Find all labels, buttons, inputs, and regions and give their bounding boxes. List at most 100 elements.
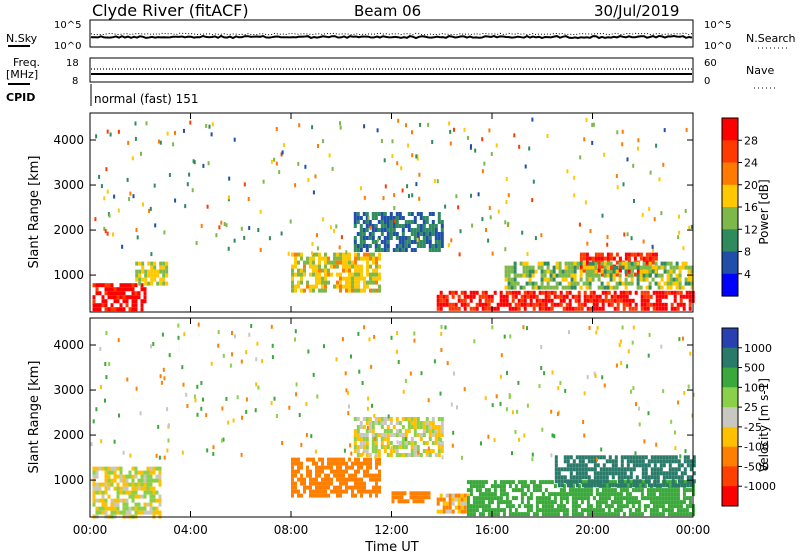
echo-cell-4 xyxy=(541,480,545,485)
echo-cell-4 xyxy=(616,500,620,505)
echo-scatter xyxy=(245,409,248,414)
power-echo-data xyxy=(92,117,695,312)
echo-cell-0 xyxy=(101,510,105,515)
echo-cell-0 xyxy=(113,466,117,471)
echo-cell-3 xyxy=(457,505,461,510)
echo-cell-5 xyxy=(632,467,636,472)
echo-cell-5 xyxy=(587,479,591,484)
echo-cell-6 xyxy=(359,240,363,244)
echo-cell-2 xyxy=(571,294,575,299)
echo-cell-1 xyxy=(366,489,369,494)
echo-cell-1 xyxy=(357,469,360,474)
echo-cell-6 xyxy=(377,244,381,248)
echo-cell-6 xyxy=(362,212,366,216)
echo-cell-4 xyxy=(567,261,571,266)
echo-scatter xyxy=(631,340,634,345)
echo-scatter xyxy=(485,228,487,232)
echo-cell-0 xyxy=(95,291,99,296)
echo-cell-4 xyxy=(627,273,631,278)
echo-scatter xyxy=(648,332,651,337)
echo-cell-6 xyxy=(356,445,360,449)
echo-cell-4 xyxy=(678,265,682,270)
echo-cell-4 xyxy=(553,500,557,505)
echo-cell-6 xyxy=(434,224,438,228)
echo-cell-2 xyxy=(553,290,557,295)
echo-cell-4 xyxy=(679,508,683,513)
echo-cell-4 xyxy=(547,492,551,497)
echo-cell-5 xyxy=(342,256,345,261)
echo-cell-5 xyxy=(327,256,330,261)
echo-cell-4 xyxy=(565,508,569,513)
echo-cell-1 xyxy=(318,485,321,490)
echo-cell-2 xyxy=(415,495,419,500)
echo-scatter xyxy=(98,174,101,179)
echo-cell-4 xyxy=(684,265,688,270)
echo-cell-0 xyxy=(116,498,120,503)
echo-cell-6 xyxy=(386,248,390,252)
echo-cell-4 xyxy=(606,261,610,266)
echo-cell-4 xyxy=(666,261,670,266)
echo-cell-5 xyxy=(614,455,618,460)
echo-cell-0 xyxy=(92,295,96,300)
echo-cell-4 xyxy=(612,285,616,290)
echo-cell-4 xyxy=(595,512,599,517)
echo-cell-5 xyxy=(668,475,672,480)
echo-cell-4 xyxy=(475,500,479,505)
echo-cell-1 xyxy=(294,469,297,474)
echo-scatter xyxy=(188,172,191,177)
echo-cell-1 xyxy=(315,461,318,466)
echo-cell-4 xyxy=(525,269,529,274)
echo-cell-6 xyxy=(410,417,414,421)
echo-scatter xyxy=(493,438,496,443)
echo-cell-0 xyxy=(104,474,108,479)
echo-cell-0 xyxy=(140,287,144,292)
ytick-label: 4000 xyxy=(53,133,84,147)
echo-cell-5 xyxy=(291,252,294,257)
echo-cell-2 xyxy=(484,290,488,295)
echo-cell-4 xyxy=(610,512,614,517)
echo-cell-6 xyxy=(413,248,417,252)
echo-scatter xyxy=(335,224,338,229)
echo-cell-0 xyxy=(134,506,138,511)
echo-cell-2 xyxy=(505,290,509,295)
echo-cell-1 xyxy=(306,465,309,470)
echo-cell-4 xyxy=(558,281,562,286)
echo-scatter xyxy=(621,325,624,330)
echo-cell-1 xyxy=(375,473,378,478)
echo-cell-3 xyxy=(439,493,443,498)
echo-scatter xyxy=(601,213,604,218)
echo-cell-6 xyxy=(440,417,444,421)
echo-cell-2 xyxy=(595,298,599,303)
echo-scatter xyxy=(427,398,430,403)
echo-cell-6 xyxy=(398,421,402,425)
echo-scatter xyxy=(638,422,641,427)
colorbar-tick-label: 28 xyxy=(744,134,758,147)
echo-cell-5 xyxy=(653,471,657,476)
echo-cell-4 xyxy=(663,261,667,266)
echo-cell-0 xyxy=(143,287,147,292)
echo-cell-6 xyxy=(392,433,396,437)
echo-cell-2 xyxy=(427,495,431,500)
echo-cell-2 xyxy=(412,499,416,504)
echo-scatter xyxy=(295,392,298,397)
echo-cell-1 xyxy=(141,261,145,266)
echo-cell-5 xyxy=(294,284,297,289)
echo-cell-3 xyxy=(633,256,637,261)
echo-cell-1 xyxy=(318,473,321,478)
echo-cell-5 xyxy=(650,467,654,472)
echo-scatter xyxy=(297,161,300,166)
echo-cell-4 xyxy=(618,261,622,266)
echo-cell-1 xyxy=(339,473,342,478)
echo-cell-6 xyxy=(374,449,378,453)
echo-cell-6 xyxy=(395,220,399,224)
echo-cell-2 xyxy=(421,495,425,500)
echo-cell-2 xyxy=(397,495,401,500)
echo-cell-6 xyxy=(356,244,360,248)
echo-cell-2 xyxy=(463,290,467,295)
echo-scatter xyxy=(118,413,120,418)
echo-cell-0 xyxy=(101,498,105,503)
echo-cell-4 xyxy=(607,508,611,513)
echo-cell-4 xyxy=(661,492,665,497)
echo-scatter xyxy=(273,157,276,162)
echo-cell-2 xyxy=(400,495,404,500)
